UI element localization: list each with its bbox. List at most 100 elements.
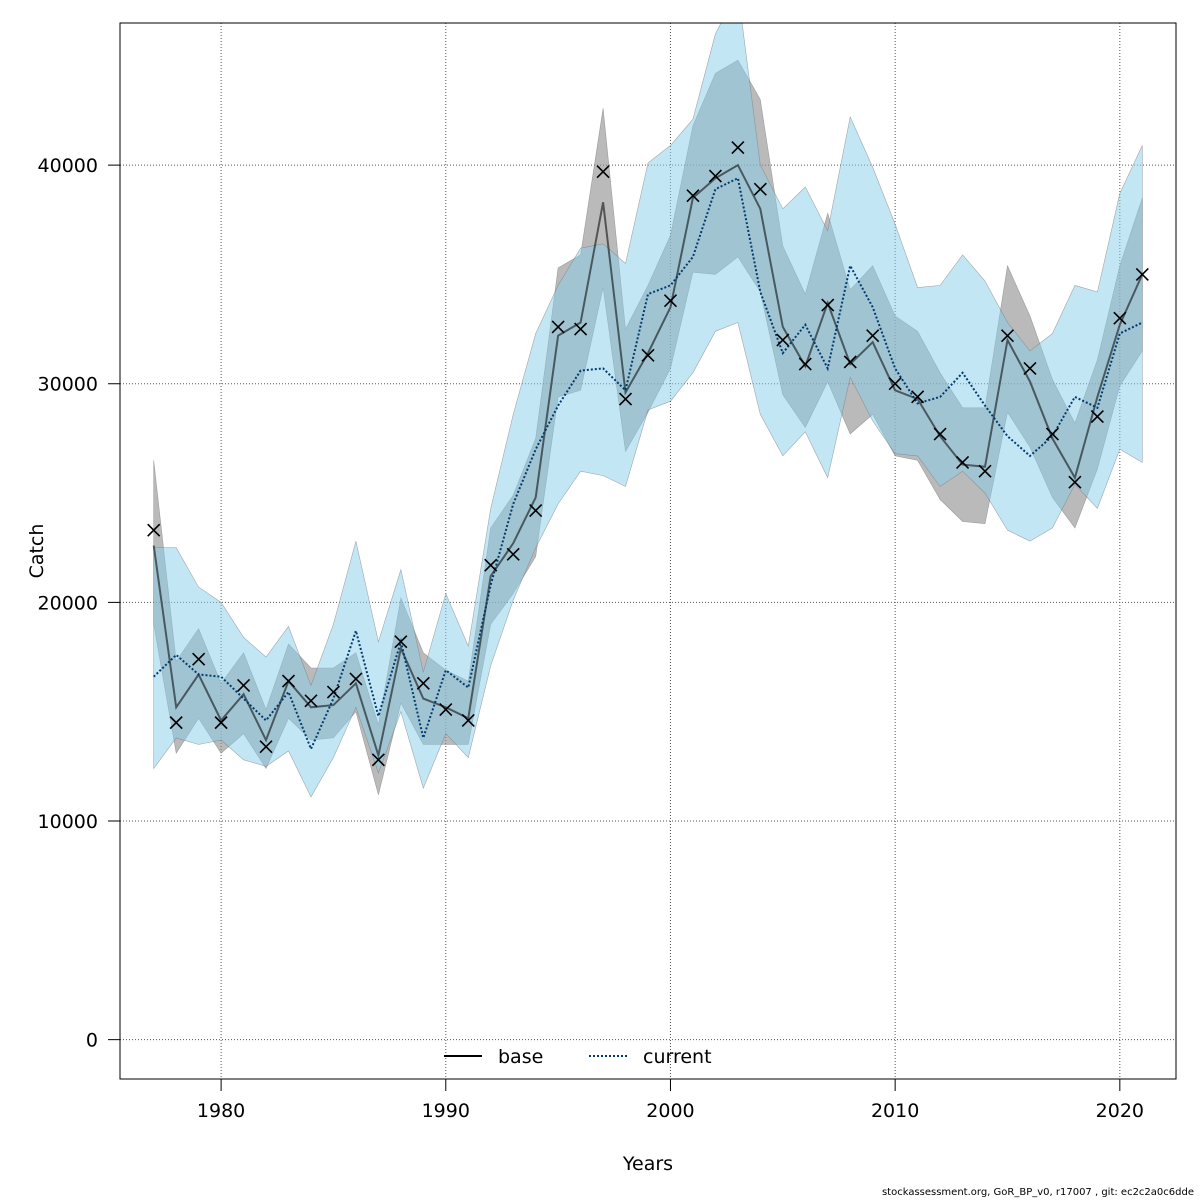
observed-point bbox=[753, 182, 767, 196]
x-tick-label: 2020 bbox=[1096, 1100, 1144, 1122]
observed-markers bbox=[147, 141, 1149, 767]
observed-point bbox=[326, 685, 341, 699]
observed-point-stroke bbox=[731, 141, 745, 155]
observed-point bbox=[237, 678, 251, 693]
observed-point bbox=[192, 652, 206, 666]
observed-point bbox=[461, 713, 475, 728]
observed-point-stroke bbox=[214, 716, 228, 730]
x-tick-label: 1980 bbox=[197, 1100, 245, 1122]
observed-point-stroke bbox=[169, 716, 183, 730]
legend-label-base: base bbox=[498, 1046, 543, 1068]
observed-point-stroke bbox=[708, 169, 722, 183]
observed-point-stroke bbox=[933, 427, 947, 441]
observed-point bbox=[641, 348, 655, 362]
observed-point-stroke bbox=[326, 685, 341, 699]
y-tick-label: 10000 bbox=[38, 811, 98, 833]
observed-point-stroke bbox=[821, 298, 835, 312]
observed-point bbox=[596, 165, 610, 179]
observed-point-stroke bbox=[1135, 267, 1149, 281]
observed-point-stroke bbox=[237, 678, 251, 693]
observed-point bbox=[843, 355, 857, 369]
observed-point bbox=[371, 753, 385, 767]
confidence-bands bbox=[153, 23, 1143, 798]
observed-point-stroke bbox=[1000, 329, 1015, 343]
observed-point-stroke bbox=[484, 558, 498, 572]
observed-point-stroke bbox=[551, 320, 565, 334]
band-current bbox=[153, 23, 1143, 798]
observed-point bbox=[574, 322, 588, 336]
observed-point bbox=[439, 702, 453, 717]
observed-point bbox=[888, 377, 902, 391]
observed-point-stroke bbox=[439, 702, 453, 717]
observed-point bbox=[911, 390, 925, 404]
observed-point bbox=[281, 674, 296, 688]
observed-point-stroke bbox=[1113, 311, 1127, 325]
x-tick-label: 2000 bbox=[646, 1100, 694, 1122]
observed-point bbox=[708, 169, 722, 183]
observed-point bbox=[484, 558, 498, 572]
observed-point-stroke bbox=[192, 652, 206, 666]
axes: 1980 1990 2000 2010 2020 0 10000 20000 30000 4000… bbox=[38, 155, 1144, 1122]
observed-point bbox=[506, 547, 520, 561]
footer-text: stockassessment.org, GoR_BP_v0, r17007 ,… bbox=[881, 1187, 1194, 1198]
observed-point bbox=[214, 716, 228, 730]
series-lines bbox=[152, 163, 1144, 760]
observed-point-stroke bbox=[843, 355, 857, 369]
observed-point bbox=[955, 455, 970, 470]
observed-point-stroke bbox=[416, 676, 430, 690]
observed-point-stroke bbox=[394, 635, 408, 649]
observed-point-stroke bbox=[304, 694, 318, 708]
x-axis-title: Years bbox=[622, 1153, 673, 1175]
observed-point-stroke bbox=[776, 333, 790, 347]
observed-point bbox=[1045, 427, 1059, 441]
observed-point bbox=[1068, 475, 1082, 489]
observed-point-stroke bbox=[1023, 361, 1037, 376]
plot-frame bbox=[119, 22, 1177, 1080]
observed-point-stroke bbox=[371, 753, 385, 767]
observed-point-stroke bbox=[281, 674, 296, 688]
observed-point bbox=[259, 740, 273, 754]
observed-point-stroke bbox=[506, 547, 520, 561]
y-tick-label: 40000 bbox=[38, 155, 98, 177]
observed-point-stroke bbox=[663, 294, 678, 308]
x-tick-label: 2010 bbox=[871, 1100, 919, 1122]
observed-point bbox=[394, 635, 408, 649]
observed-point bbox=[169, 716, 183, 730]
observed-point-stroke bbox=[461, 713, 475, 728]
observed-point-stroke bbox=[147, 523, 161, 537]
y-tick-label: 30000 bbox=[38, 374, 98, 396]
observed-point-stroke bbox=[596, 165, 610, 179]
observed-point bbox=[1090, 409, 1104, 424]
observed-point bbox=[933, 427, 947, 441]
observed-point bbox=[349, 672, 363, 686]
observed-point bbox=[529, 503, 543, 518]
observed-point bbox=[776, 333, 790, 347]
observed-point-stroke bbox=[529, 503, 543, 518]
observed-point-stroke bbox=[259, 740, 273, 754]
observed-point-stroke bbox=[641, 348, 655, 362]
observed-point bbox=[618, 392, 633, 406]
y-axis-title: Catch bbox=[26, 524, 48, 579]
observed-point bbox=[978, 464, 992, 478]
observed-point-stroke bbox=[866, 329, 880, 343]
legend: base current bbox=[444, 1046, 712, 1068]
observed-point-stroke bbox=[618, 392, 633, 406]
observed-point bbox=[731, 141, 745, 155]
observed-point bbox=[866, 329, 880, 343]
y-tick-label: 20000 bbox=[38, 592, 98, 614]
observed-point bbox=[147, 523, 161, 537]
observed-point-stroke bbox=[686, 189, 700, 203]
observed-point-stroke bbox=[798, 357, 812, 371]
line-base bbox=[152, 163, 1144, 760]
observed-point-stroke bbox=[1045, 427, 1059, 441]
observed-point-stroke bbox=[888, 377, 902, 391]
observed-point-stroke bbox=[955, 455, 970, 470]
observed-point bbox=[798, 357, 812, 371]
observed-point-stroke bbox=[574, 322, 588, 336]
legend-label-current: current bbox=[643, 1046, 712, 1068]
observed-point-stroke bbox=[1090, 409, 1104, 424]
x-tick-label: 1990 bbox=[422, 1100, 470, 1122]
observed-point bbox=[304, 694, 318, 708]
observed-point bbox=[663, 294, 678, 308]
